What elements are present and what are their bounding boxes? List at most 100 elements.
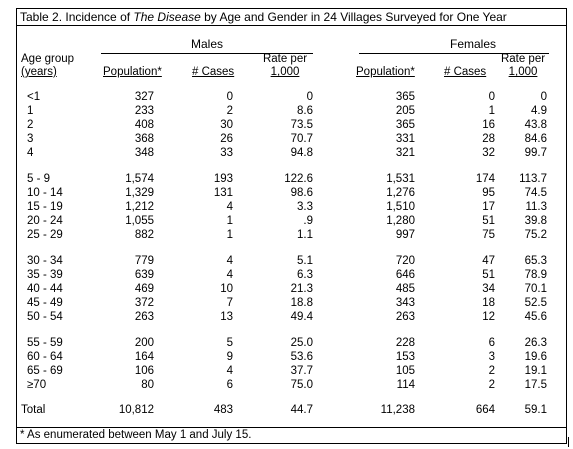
male-cases-cell: 483 xyxy=(213,404,233,416)
title-divider xyxy=(17,25,566,26)
male-population-cell: 639 xyxy=(134,269,154,281)
male-cases-cell: 4 xyxy=(226,365,233,377)
table-row: 50 - 54 263 13 49.4 263 12 45.6 xyxy=(17,310,566,324)
male-population-cell: 10,812 xyxy=(118,404,154,416)
female-rate-cell: 74.5 xyxy=(524,187,547,199)
age-group-cell: 4 xyxy=(27,147,34,159)
female-population-cell: 1,280 xyxy=(386,215,415,227)
table-row: 25 - 29 882 1 1.1 997 75 75.2 xyxy=(17,228,566,242)
female-population-cell: 105 xyxy=(395,365,415,377)
table-row: 2 408 30 73.5 365 16 43.8 xyxy=(17,118,566,132)
male-population-cell: 1,055 xyxy=(125,215,154,227)
female-population-header: Population* xyxy=(356,66,415,78)
male-cases-cell: 4 xyxy=(226,201,233,213)
age-group-cell: 30 - 34 xyxy=(27,255,63,267)
female-rate-cell: 70.1 xyxy=(524,283,547,295)
female-cases-cell: 51 xyxy=(482,215,495,227)
table-row: 60 - 64 164 9 53.6 153 3 19.6 xyxy=(17,350,566,364)
female-rate-cell: 17.5 xyxy=(524,379,547,391)
female-population-cell: 205 xyxy=(395,105,415,117)
male-cases-cell: 193 xyxy=(213,173,233,185)
female-rate-cell: 45.6 xyxy=(524,311,547,323)
male-cases-cell: 2 xyxy=(226,105,233,117)
male-rate-cell: 3.3 xyxy=(297,201,313,213)
female-rate-cell: 19.6 xyxy=(524,351,547,363)
female-cases-cell: 6 xyxy=(488,337,495,349)
table-row: 5 - 9 1,574 193 122.6 1,531 174 113.7 xyxy=(17,172,566,186)
female-population-cell: 153 xyxy=(395,351,415,363)
age-group-cell: 50 - 54 xyxy=(27,311,63,323)
male-cases-cell: 0 xyxy=(226,91,233,103)
female-cases-cell: 17 xyxy=(482,201,495,213)
female-population-cell: 321 xyxy=(395,147,415,159)
female-rate-header-line2: 1,000 xyxy=(508,66,538,78)
male-population-cell: 408 xyxy=(134,119,154,131)
female-population-cell: 11,238 xyxy=(380,404,415,416)
male-population-cell: 200 xyxy=(134,337,154,349)
male-population-cell: 372 xyxy=(134,297,154,309)
male-rate-header: Rate per 1,000 xyxy=(259,53,311,79)
female-rate-cell: 113.7 xyxy=(519,173,547,185)
female-population-cell: 114 xyxy=(396,379,415,391)
female-cases-cell: 174 xyxy=(475,173,495,185)
age-group-cell: ≥70 xyxy=(27,379,47,391)
table-title: Table 2. Incidence of The Disease by Age… xyxy=(20,10,507,24)
male-population-cell: 327 xyxy=(134,91,154,103)
female-population-cell: 1,276 xyxy=(386,187,415,199)
age-group-header-line1: Age group xyxy=(21,53,75,65)
male-rate-cell: 53.6 xyxy=(290,351,313,363)
male-population-cell: 348 xyxy=(134,147,154,159)
female-population-cell: 365 xyxy=(395,91,415,103)
female-cases-cell: 664 xyxy=(475,404,495,416)
age-group-cell: 45 - 49 xyxy=(27,297,63,309)
female-population-cell: 1,531 xyxy=(386,173,415,185)
table-row: 45 - 49 372 7 18.8 343 18 52.5 xyxy=(17,296,566,310)
female-cases-cell: 1 xyxy=(488,105,495,117)
female-rate-cell: 78.9 xyxy=(524,269,547,281)
females-group-rule xyxy=(359,53,549,54)
female-cases-cell: 75 xyxy=(482,229,495,241)
male-cases-cell: 30 xyxy=(220,119,233,131)
table-row: <1 327 0 0 365 0 0 xyxy=(17,90,566,104)
age-group-cell: 40 - 44 xyxy=(27,283,63,295)
female-cases-cell: 3 xyxy=(488,351,495,363)
table-row: 3 368 26 70.7 331 28 84.6 xyxy=(17,132,566,146)
female-cases-header: # Cases xyxy=(444,66,487,78)
age-group-cell: 60 - 64 xyxy=(27,351,63,363)
table-row: 40 - 44 469 10 21.3 485 34 70.1 xyxy=(17,282,566,296)
male-cases-cell: 131 xyxy=(213,187,233,199)
title-prefix: Table 2. Incidence of xyxy=(20,10,134,24)
male-population-cell: 164 xyxy=(134,351,154,363)
female-population-cell: 720 xyxy=(395,255,415,267)
male-population-cell: 106 xyxy=(134,365,154,377)
male-rate-header-line2: 1,000 xyxy=(270,66,300,78)
male-rate-cell: 21.3 xyxy=(290,283,313,295)
table-row: 35 - 39 639 4 6.3 646 51 78.9 xyxy=(17,268,566,282)
female-cases-cell: 34 xyxy=(482,283,495,295)
male-rate-cell: 49.4 xyxy=(290,311,313,323)
female-population-cell: 263 xyxy=(395,311,415,323)
female-rate-cell: 43.8 xyxy=(524,119,547,131)
female-rate-header-line1: Rate per xyxy=(500,53,546,65)
female-rate-cell: 75.2 xyxy=(524,229,547,241)
female-cases-cell: 51 xyxy=(482,269,495,281)
female-cases-cell: 2 xyxy=(488,379,495,391)
age-group-cell: Total xyxy=(21,404,46,416)
male-population-cell: 882 xyxy=(134,229,154,241)
female-rate-cell: 65.3 xyxy=(524,255,547,267)
female-population-cell: 646 xyxy=(395,269,415,281)
female-cases-cell: 12 xyxy=(482,311,495,323)
table-row: 15 - 19 1,212 4 3.3 1,510 17 11.3 xyxy=(17,200,566,214)
male-rate-cell: 94.8 xyxy=(290,147,313,159)
female-cases-cell: 18 xyxy=(482,297,495,309)
male-population-cell: 1,212 xyxy=(125,201,154,213)
male-population-header: Population* xyxy=(103,66,162,78)
male-cases-cell: 33 xyxy=(220,147,233,159)
male-cases-cell: 1 xyxy=(226,229,233,241)
footnote-divider xyxy=(17,427,566,428)
male-rate-cell: 44.7 xyxy=(290,404,313,416)
female-cases-cell: 0 xyxy=(488,91,495,103)
male-rate-cell: 122.6 xyxy=(284,173,313,185)
female-rate-cell: 4.9 xyxy=(531,105,547,117)
female-rate-cell: 19.1 xyxy=(524,365,547,377)
